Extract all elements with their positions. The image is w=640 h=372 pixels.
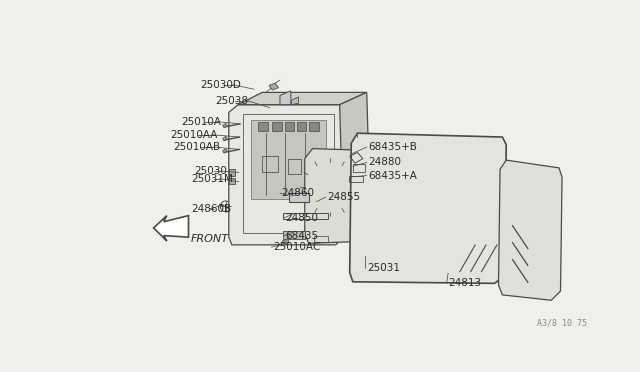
Polygon shape — [250, 120, 326, 199]
Polygon shape — [289, 193, 308, 202]
Text: 24860B: 24860B — [191, 203, 231, 214]
Polygon shape — [282, 239, 289, 245]
Polygon shape — [297, 122, 307, 131]
Text: 24880: 24880 — [368, 157, 401, 167]
Polygon shape — [499, 160, 562, 300]
Polygon shape — [340, 92, 371, 237]
Polygon shape — [223, 148, 227, 153]
Polygon shape — [309, 122, 319, 131]
Polygon shape — [238, 92, 367, 105]
Polygon shape — [154, 216, 189, 241]
Polygon shape — [272, 122, 282, 131]
Text: FRONT: FRONT — [191, 234, 229, 244]
Polygon shape — [285, 122, 294, 131]
Text: 25031: 25031 — [367, 263, 400, 273]
Polygon shape — [259, 122, 268, 131]
Polygon shape — [349, 133, 506, 283]
Polygon shape — [223, 136, 227, 141]
Polygon shape — [283, 231, 305, 239]
Text: 68435+A: 68435+A — [368, 170, 417, 180]
Polygon shape — [292, 97, 298, 105]
Text: 24813: 24813 — [448, 278, 481, 288]
Text: 25010AC: 25010AC — [273, 242, 320, 252]
Text: 24850: 24850 — [285, 213, 318, 223]
Text: 24855: 24855 — [327, 192, 360, 202]
Text: A3/8 10 75: A3/8 10 75 — [537, 319, 588, 328]
Text: 25030: 25030 — [195, 166, 228, 176]
Polygon shape — [229, 105, 344, 245]
Text: 25010AB: 25010AB — [173, 142, 220, 152]
Polygon shape — [280, 91, 291, 105]
Text: 25010AA: 25010AA — [171, 130, 218, 140]
Polygon shape — [229, 178, 235, 184]
Text: 25038: 25038 — [216, 96, 248, 106]
Circle shape — [294, 194, 303, 202]
Text: 68435+B: 68435+B — [368, 142, 417, 152]
Text: 25030D: 25030D — [200, 80, 241, 90]
Text: 25010A: 25010A — [180, 117, 221, 126]
Text: 24860: 24860 — [282, 188, 314, 198]
Polygon shape — [269, 83, 278, 90]
Text: 68435: 68435 — [285, 231, 319, 241]
Polygon shape — [305, 148, 386, 243]
Polygon shape — [229, 169, 235, 176]
Text: 25031M: 25031M — [191, 174, 233, 184]
Polygon shape — [223, 123, 227, 128]
